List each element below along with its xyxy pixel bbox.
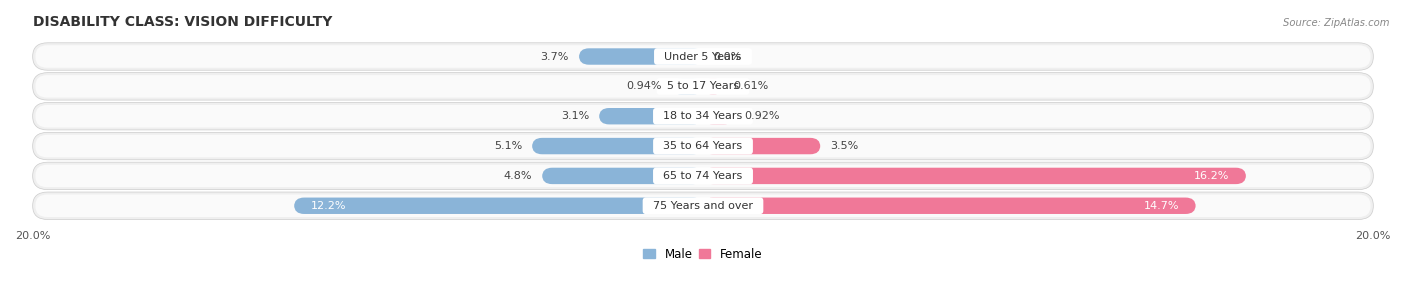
Text: 5 to 17 Years: 5 to 17 Years [659, 81, 747, 92]
Text: 18 to 34 Years: 18 to 34 Years [657, 111, 749, 121]
Text: 16.2%: 16.2% [1194, 171, 1229, 181]
FancyBboxPatch shape [32, 132, 1374, 160]
FancyBboxPatch shape [35, 75, 1371, 98]
FancyBboxPatch shape [543, 168, 703, 184]
Text: Source: ZipAtlas.com: Source: ZipAtlas.com [1282, 18, 1389, 28]
FancyBboxPatch shape [32, 43, 1374, 70]
Text: 3.7%: 3.7% [540, 51, 569, 61]
Legend: Male, Female: Male, Female [644, 248, 762, 261]
FancyBboxPatch shape [35, 135, 1371, 157]
Text: 0.92%: 0.92% [744, 111, 779, 121]
Text: 75 Years and over: 75 Years and over [645, 201, 761, 211]
Text: 5.1%: 5.1% [494, 141, 522, 151]
Text: 35 to 64 Years: 35 to 64 Years [657, 141, 749, 151]
Text: 14.7%: 14.7% [1143, 201, 1178, 211]
FancyBboxPatch shape [32, 102, 1374, 130]
FancyBboxPatch shape [35, 45, 1371, 68]
Text: 3.1%: 3.1% [561, 111, 589, 121]
FancyBboxPatch shape [32, 73, 1374, 100]
FancyBboxPatch shape [35, 165, 1371, 187]
FancyBboxPatch shape [703, 108, 734, 124]
FancyBboxPatch shape [32, 162, 1374, 190]
FancyBboxPatch shape [35, 105, 1371, 127]
FancyBboxPatch shape [32, 192, 1374, 219]
FancyBboxPatch shape [703, 138, 820, 154]
FancyBboxPatch shape [672, 78, 703, 95]
FancyBboxPatch shape [579, 48, 703, 65]
Text: DISABILITY CLASS: VISION DIFFICULTY: DISABILITY CLASS: VISION DIFFICULTY [32, 15, 332, 29]
Text: 0.0%: 0.0% [713, 51, 741, 61]
FancyBboxPatch shape [703, 198, 1195, 214]
Text: Under 5 Years: Under 5 Years [658, 51, 748, 61]
FancyBboxPatch shape [703, 168, 1246, 184]
FancyBboxPatch shape [703, 78, 724, 95]
FancyBboxPatch shape [531, 138, 703, 154]
FancyBboxPatch shape [294, 198, 703, 214]
Text: 0.94%: 0.94% [626, 81, 661, 92]
FancyBboxPatch shape [35, 195, 1371, 217]
Text: 0.61%: 0.61% [734, 81, 769, 92]
Text: 65 to 74 Years: 65 to 74 Years [657, 171, 749, 181]
FancyBboxPatch shape [599, 108, 703, 124]
Text: 3.5%: 3.5% [831, 141, 859, 151]
Text: 12.2%: 12.2% [311, 201, 346, 211]
Text: 4.8%: 4.8% [503, 171, 531, 181]
